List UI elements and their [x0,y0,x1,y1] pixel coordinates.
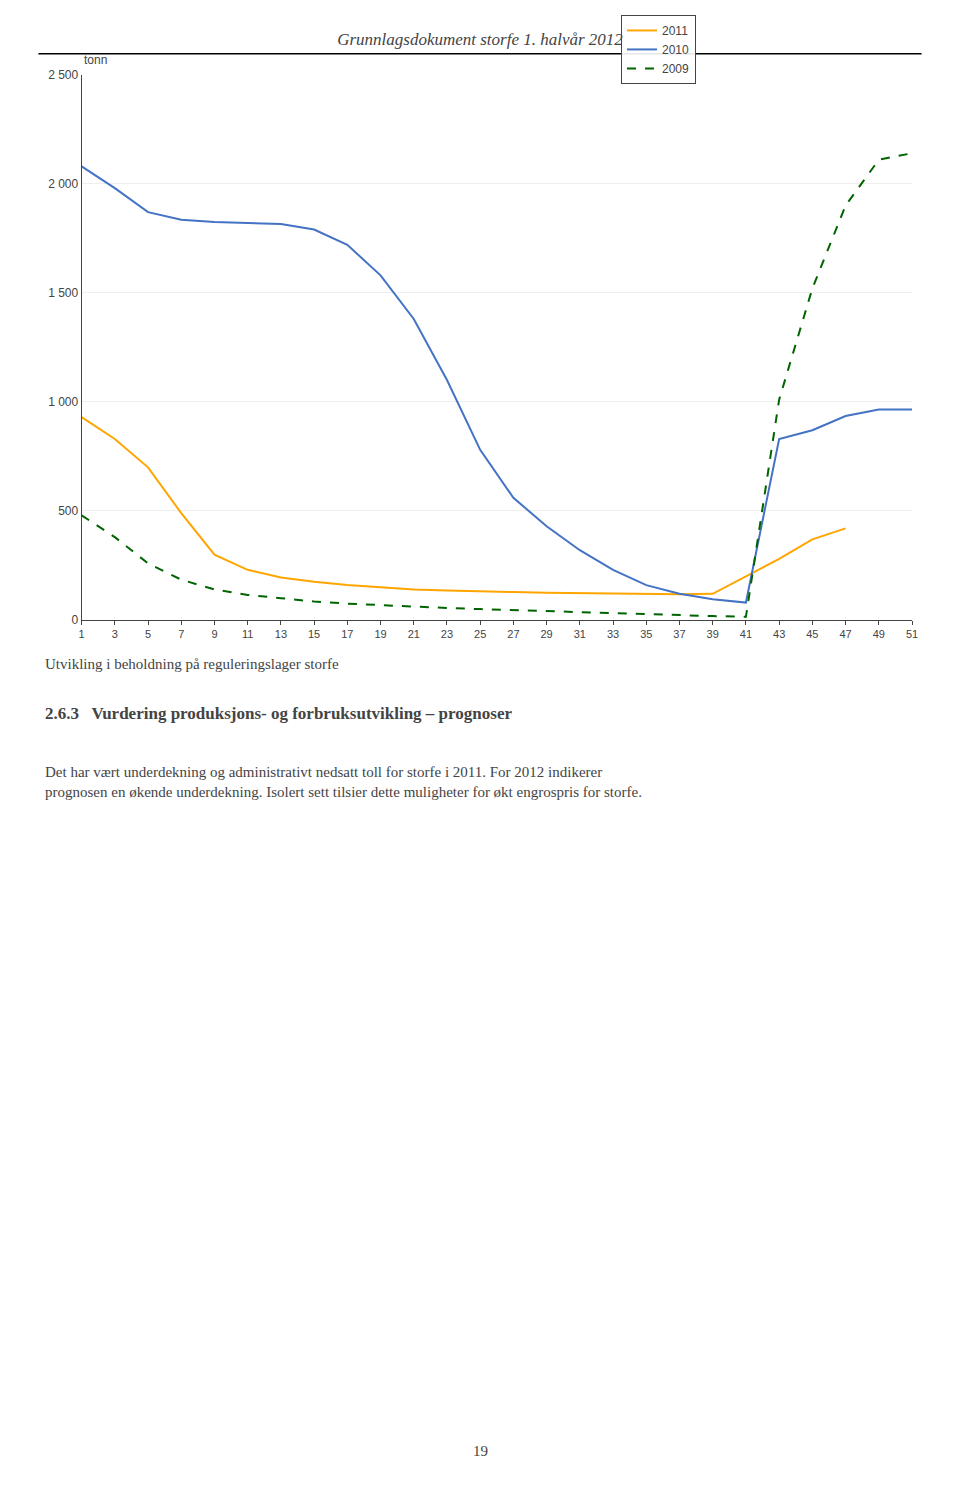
svg-text:5: 5 [145,628,151,640]
svg-text:11: 11 [242,628,253,640]
svg-text:27: 27 [507,628,519,640]
svg-text:2 000: 2 000 [48,177,78,191]
svg-text:3: 3 [112,628,118,640]
svg-text:43: 43 [773,628,785,640]
svg-text:23: 23 [441,628,453,640]
svg-text:49: 49 [873,628,885,640]
svg-text:29: 29 [540,628,552,640]
svg-text:19: 19 [374,628,386,640]
svg-text:15: 15 [308,628,320,640]
svg-text:47: 47 [839,628,851,640]
svg-text:Det har vært underdekning og a: Det har vært underdekning og administrat… [45,764,642,800]
svg-text:tonn: tonn [84,53,107,67]
svg-text:500: 500 [58,504,78,518]
svg-text:35: 35 [640,628,652,640]
svg-text:2 500: 2 500 [48,68,78,82]
svg-text:19: 19 [473,1443,488,1459]
svg-text:0: 0 [72,613,79,627]
svg-text:1 000: 1 000 [48,395,78,409]
svg-text:25: 25 [474,628,486,640]
svg-text:37: 37 [673,628,685,640]
svg-text:45: 45 [806,628,818,640]
svg-text:Grunnlagsdokument storfe 1. ha: Grunnlagsdokument storfe 1. halvår 2012 [337,30,623,49]
svg-text:1 500: 1 500 [48,286,78,300]
svg-text:7: 7 [178,628,184,640]
svg-text:41: 41 [740,628,752,640]
svg-text:9: 9 [211,628,217,640]
svg-text:2.6.3 Vurdering produksjons-: 2.6.3 Vurdering produksjons- og forbruks… [45,704,512,723]
svg-text:2011: 2011 [662,24,688,38]
svg-text:39: 39 [707,628,719,640]
svg-text:1: 1 [79,628,85,640]
svg-text:21: 21 [408,628,420,640]
svg-text:31: 31 [574,628,586,640]
svg-text:Utvikling i beholdning på regu: Utvikling i beholdning på reguleringslag… [45,656,339,672]
svg-text:51: 51 [906,628,918,640]
svg-text:33: 33 [607,628,619,640]
svg-text:17: 17 [341,628,353,640]
svg-text:13: 13 [275,628,287,640]
svg-text:2009: 2009 [662,62,689,76]
svg-text:2010: 2010 [662,43,689,57]
